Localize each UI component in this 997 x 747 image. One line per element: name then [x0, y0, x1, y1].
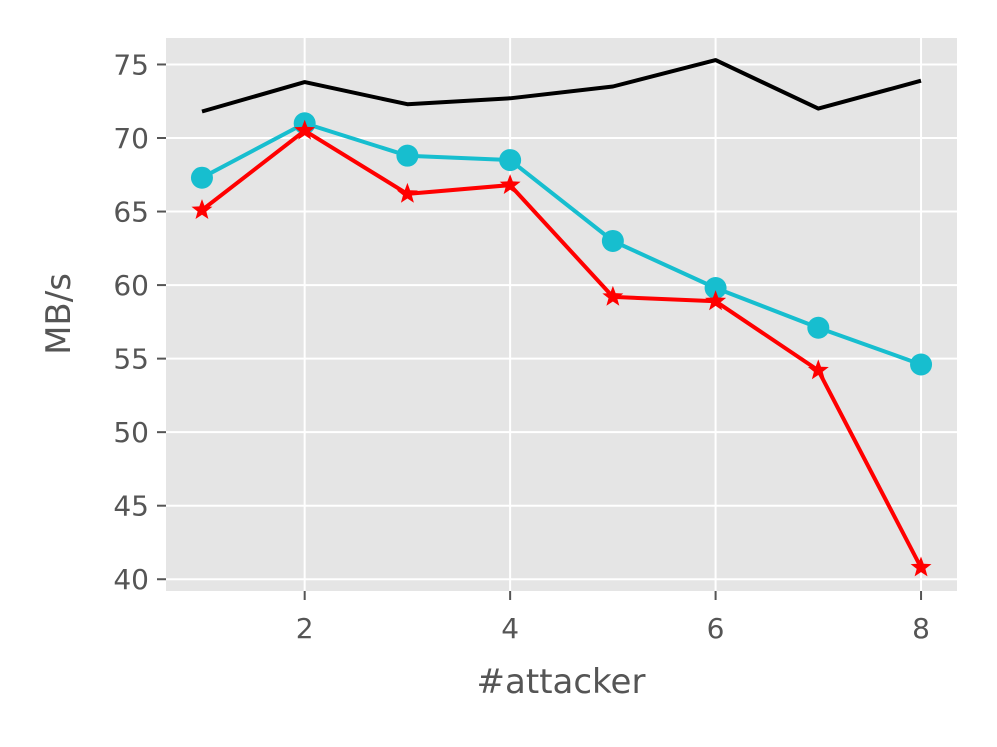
data-point-star: [910, 556, 932, 577]
data-point-circle: [499, 149, 522, 172]
series-line-1: [201, 58, 922, 114]
y-tick-label: 60: [113, 269, 149, 302]
data-point-star: [602, 285, 624, 306]
data-point-circle: [601, 229, 624, 252]
y-tick-label: 40: [113, 563, 149, 596]
x-tick-label: 8: [912, 612, 930, 645]
data-series: [190, 58, 933, 577]
y-tick-label: 70: [113, 122, 149, 155]
x-tick-label: 2: [296, 612, 314, 645]
series-line-2: [201, 121, 922, 367]
axis-ticks: 2 4 6 8 40 45 50 55 60 65 70 75: [113, 48, 930, 645]
y-tick-label: 75: [113, 48, 149, 81]
data-point-circle: [910, 353, 933, 376]
data-point-star: [705, 290, 727, 311]
plot-background: [166, 38, 957, 591]
series-line-3: [200, 128, 923, 569]
data-point-star: [294, 119, 316, 140]
x-tick-label: 6: [707, 612, 725, 645]
data-point-circle: [807, 316, 830, 339]
x-tick-label: 4: [501, 612, 519, 645]
y-tick-label: 55: [113, 343, 149, 376]
data-point-star: [396, 182, 418, 203]
data-point-circle: [704, 277, 727, 300]
data-point-circle: [190, 166, 213, 189]
data-point-star: [499, 174, 521, 194]
x-axis-label: #attacker: [477, 662, 646, 702]
y-axis-label: MB/s: [39, 273, 79, 355]
data-point-circle: [396, 144, 419, 167]
y-tick-label: 45: [113, 490, 149, 523]
y-tick-label: 65: [113, 196, 149, 229]
data-point-star: [807, 359, 829, 380]
data-point-star: [191, 199, 213, 219]
y-tick-label: 50: [113, 416, 149, 449]
